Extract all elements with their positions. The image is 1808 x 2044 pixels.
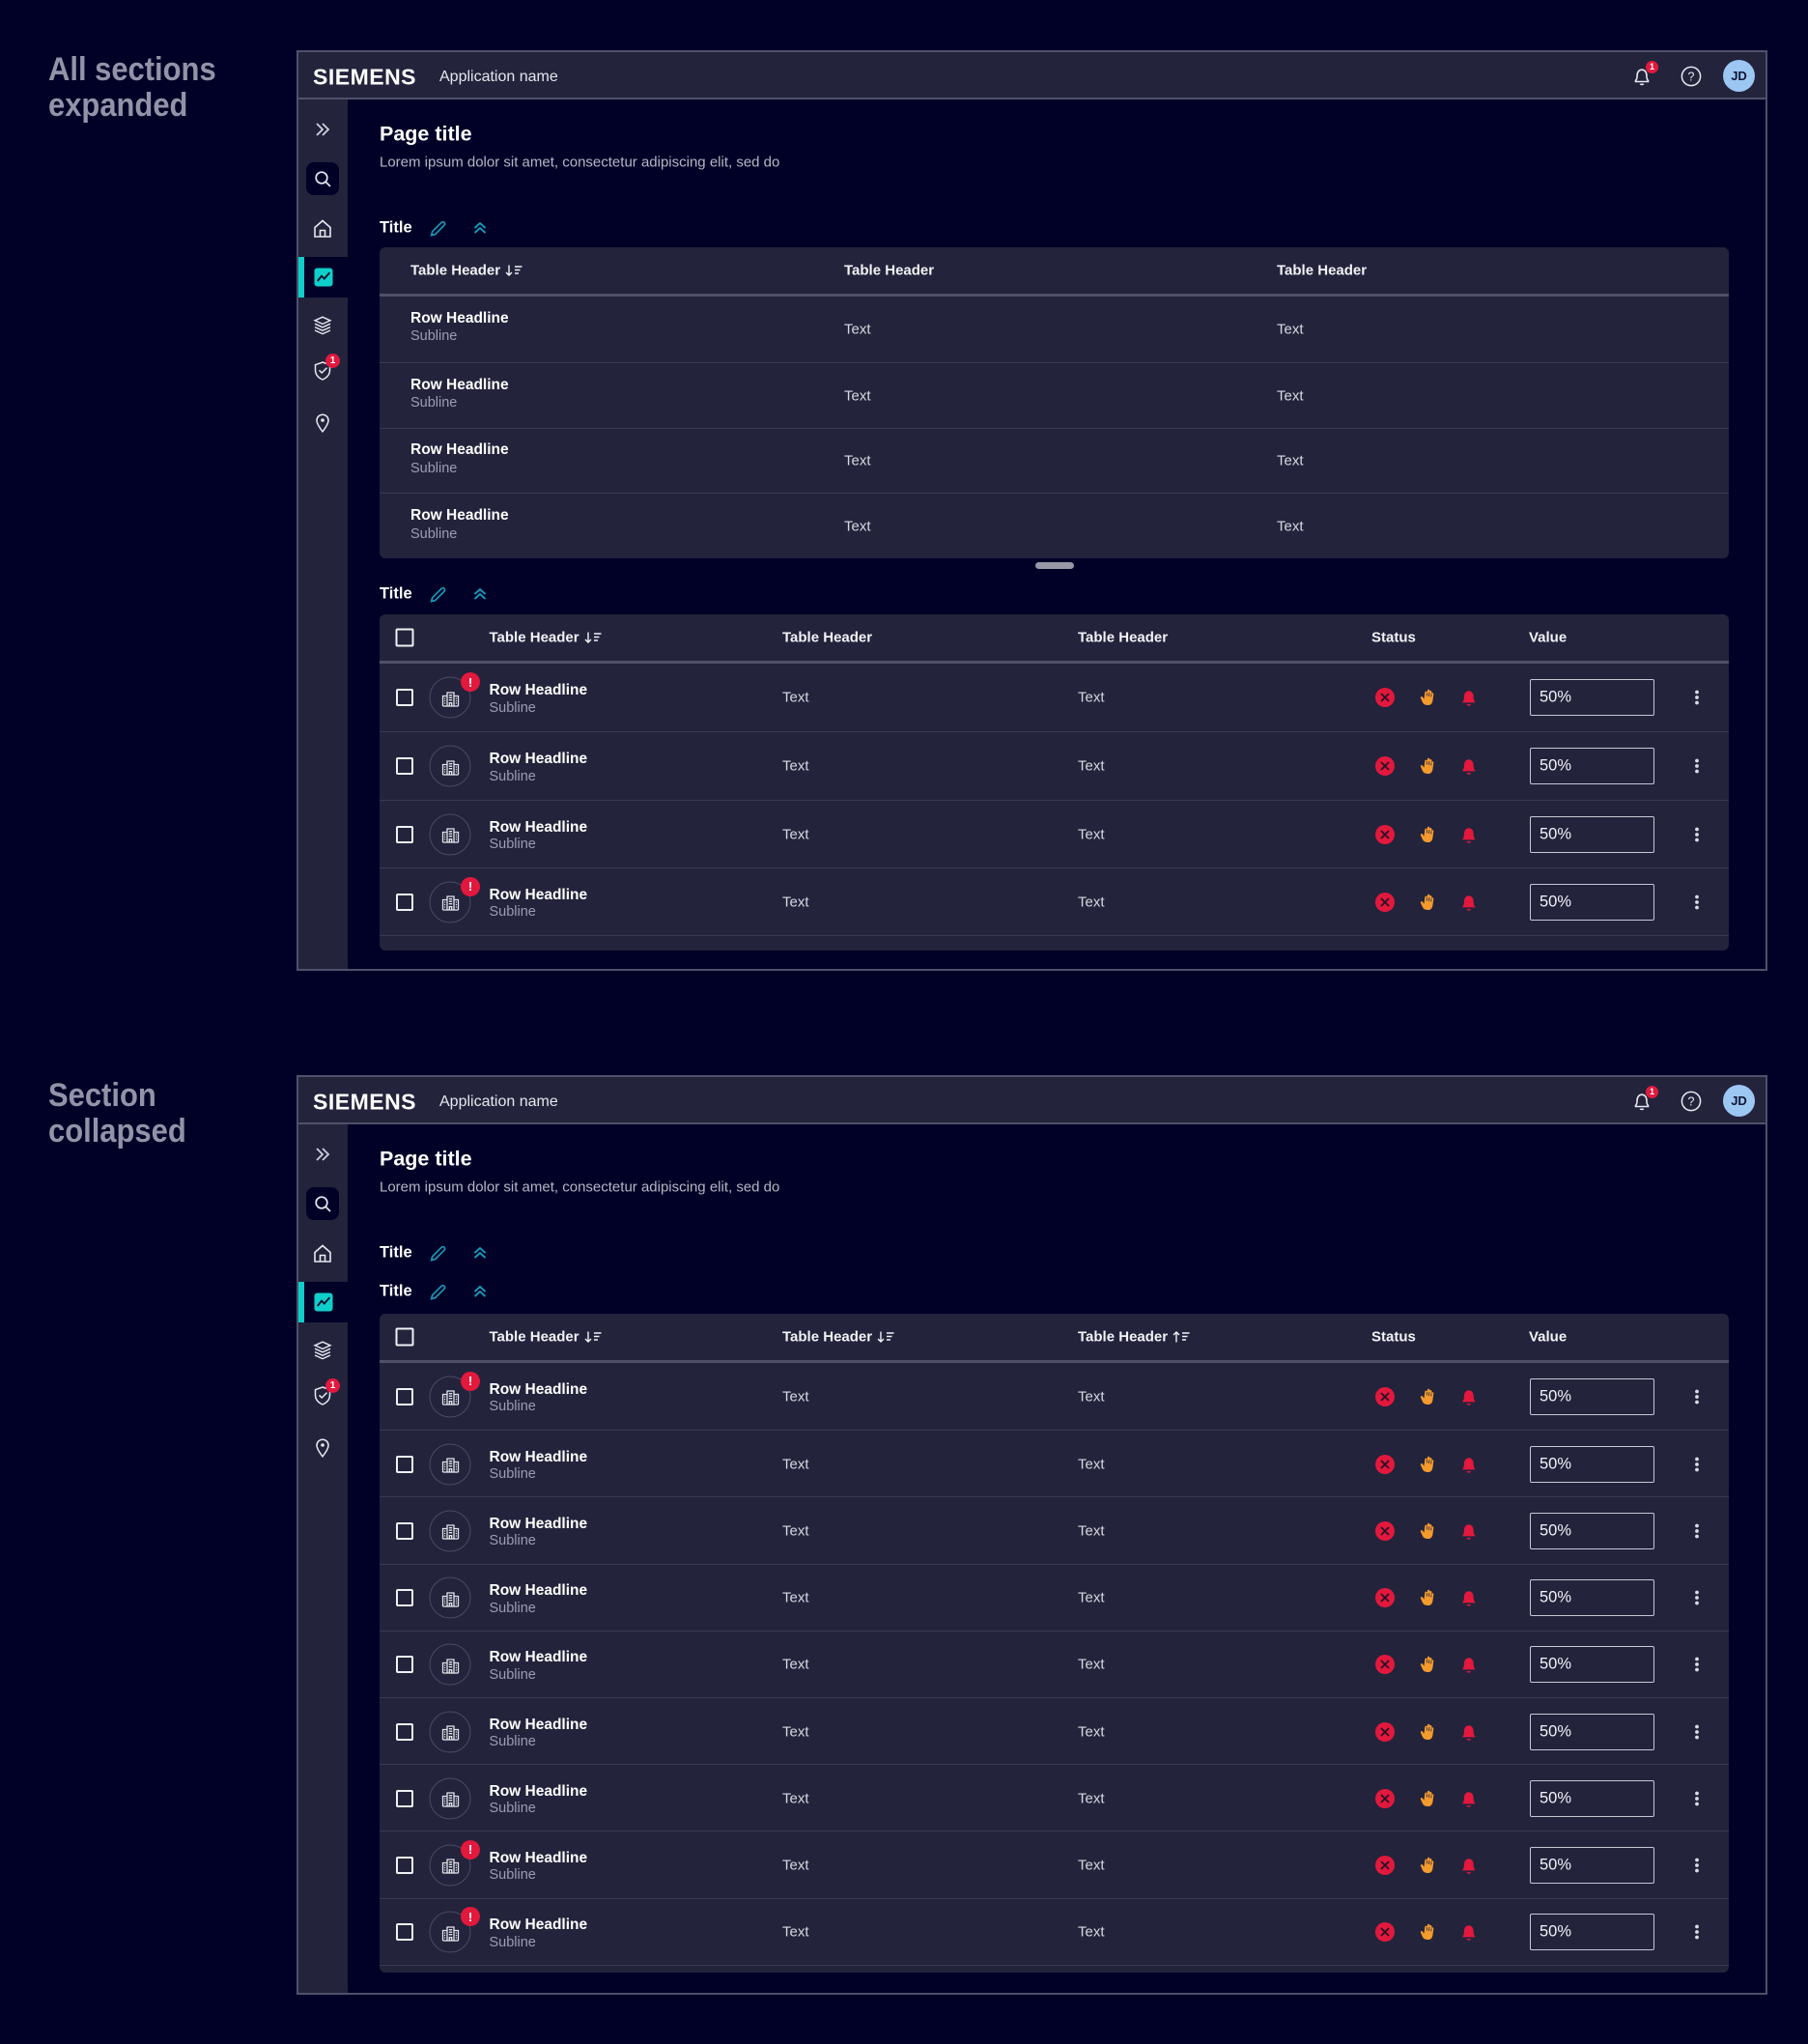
svg-text:?: ? [1688,70,1695,83]
svg-text:?: ? [1688,1094,1695,1108]
